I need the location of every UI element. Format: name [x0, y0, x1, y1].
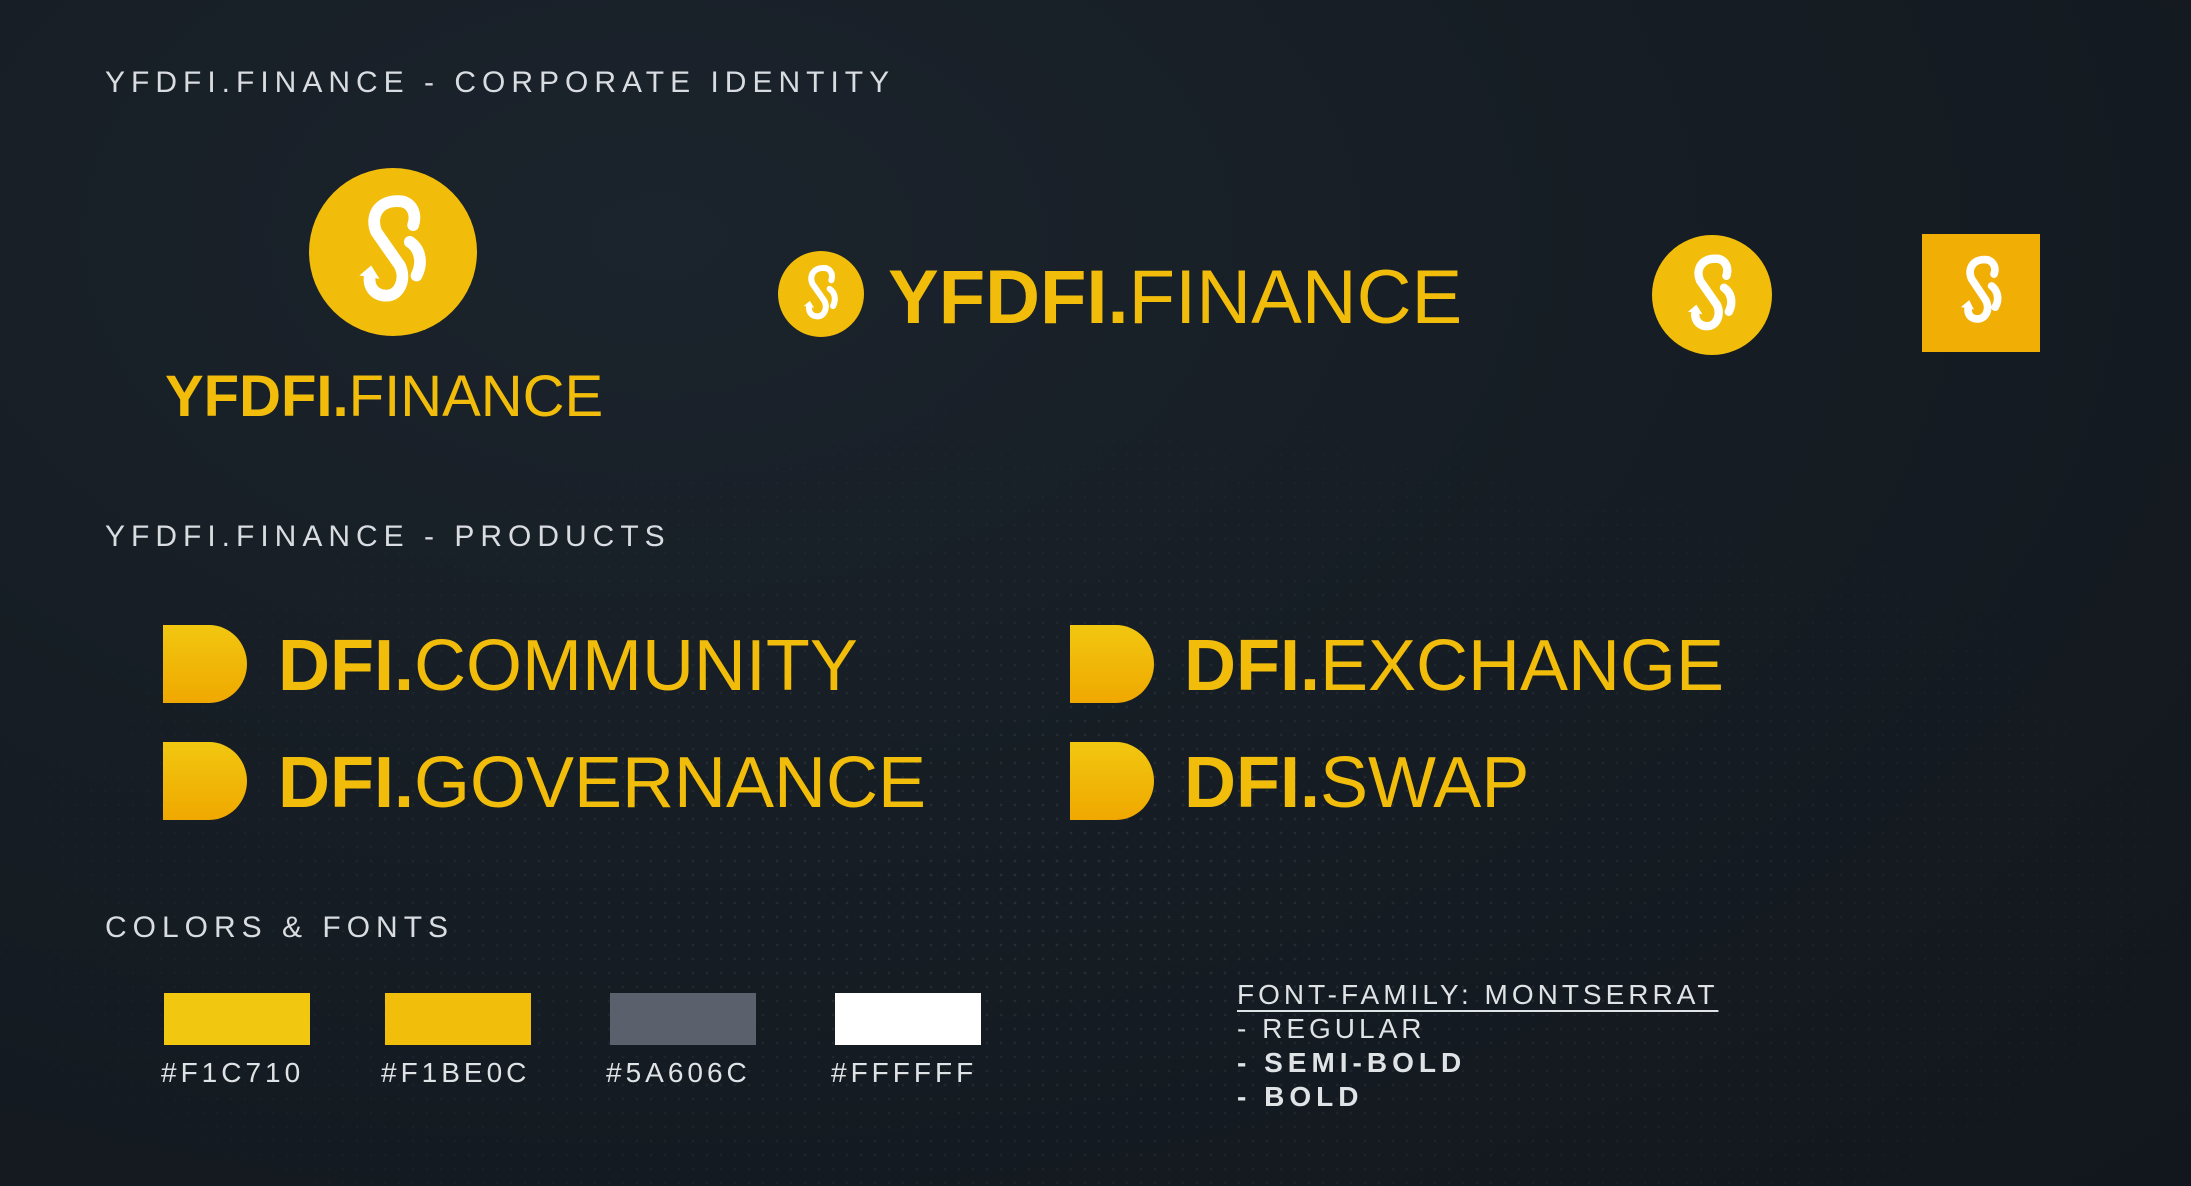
color-hex-label: #F1C710: [161, 1057, 305, 1088]
yfi-swirl-icon: [309, 168, 477, 336]
brand-wordmark-horizontal: YFDFI.FINANCE: [888, 260, 1462, 336]
font-weight-semibold: - SEMI-BOLD: [1237, 1047, 1467, 1078]
color-hex-label: #F1BE0C: [381, 1057, 531, 1088]
color-swatch: [835, 993, 981, 1045]
dfi-d-icon: [163, 742, 247, 820]
product-exchange: DFI.EXCHANGE: [1184, 626, 1725, 706]
font-family-label: FONT-FAMILY: MONTSERRAT: [1237, 979, 1719, 1010]
product-swap: DFI.SWAP: [1184, 743, 1530, 823]
color-swatch: [164, 993, 310, 1045]
yfi-swirl-icon: [1652, 235, 1772, 355]
font-info: FONT-FAMILY: MONTSERRAT - REGULAR - SEMI…: [1237, 978, 1718, 1114]
wordmark-bold: YFDFI.: [165, 364, 349, 429]
wordmark-light: FINANCE: [348, 364, 604, 429]
brand-wordmark-stacked: YFDFI.FINANCE: [165, 368, 603, 426]
color-hex-label: #FFFFFF: [831, 1057, 978, 1088]
wordmark-light: FINANCE: [1128, 255, 1463, 340]
yfi-square-icon: [1922, 234, 2040, 352]
products-section-title: YFDFI.FINANCE - PRODUCTS: [105, 520, 671, 553]
dfi-d-icon: [1070, 625, 1154, 703]
dfi-d-icon: [1070, 742, 1154, 820]
color-hex-label: #5A606C: [606, 1057, 751, 1088]
dfi-d-icon: [163, 625, 247, 703]
font-weight-regular: - REGULAR: [1237, 1013, 1426, 1044]
identity-section-title: YFDFI.FINANCE - CORPORATE IDENTITY: [105, 66, 896, 99]
color-swatch: [385, 993, 531, 1045]
color-swatch: [610, 993, 756, 1045]
colors-section-title: COLORS & FONTS: [105, 911, 455, 944]
yfi-swirl-icon: [778, 251, 864, 337]
wordmark-bold: YFDFI.: [888, 255, 1129, 340]
product-community: DFI.COMMUNITY: [278, 626, 858, 706]
product-governance: DFI.GOVERNANCE: [278, 743, 927, 823]
font-weight-bold: - BOLD: [1237, 1081, 1364, 1112]
